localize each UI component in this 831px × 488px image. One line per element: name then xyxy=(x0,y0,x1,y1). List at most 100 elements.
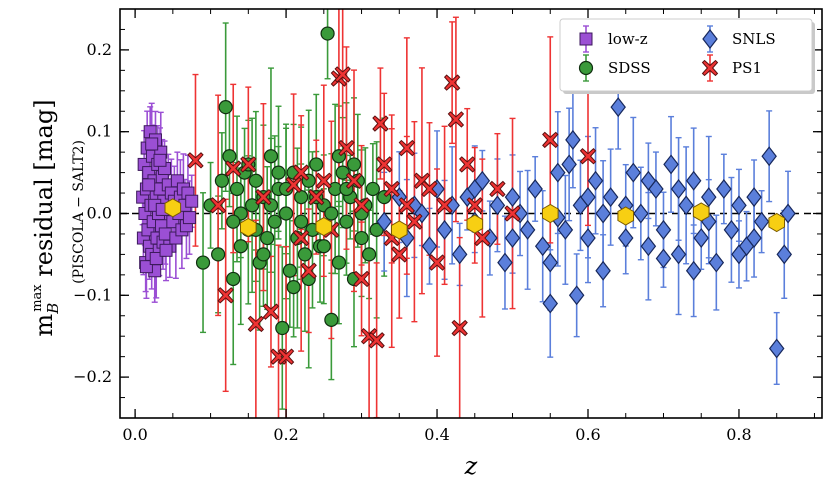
data-point xyxy=(320,26,335,41)
data-point xyxy=(670,244,687,265)
legend-label: low-z xyxy=(608,30,648,48)
data-point xyxy=(489,195,506,216)
data-point xyxy=(345,172,363,189)
data-point xyxy=(731,195,747,216)
data-point xyxy=(436,197,453,214)
data-point xyxy=(398,197,416,214)
data-point xyxy=(214,173,230,188)
data-point xyxy=(376,211,392,232)
data-point xyxy=(716,178,732,199)
data-point xyxy=(233,239,248,254)
data-point xyxy=(610,97,626,118)
data-point xyxy=(316,239,331,254)
data-point xyxy=(294,190,309,205)
data-point xyxy=(187,152,204,169)
data-point xyxy=(640,170,657,191)
legend-marker xyxy=(701,59,719,77)
data-point xyxy=(275,320,290,336)
y-tick-label: 0.2 xyxy=(87,40,112,59)
y-axis-label-symbol: m xyxy=(30,314,58,337)
frame-layer: 0.0 0.2 0.4 0.6 0.8 −0.2 −0.1 0.0 0.1 0.2 xyxy=(73,8,823,444)
data-point xyxy=(211,247,226,262)
data-point xyxy=(398,139,416,157)
x-tick-label: 0.8 xyxy=(726,425,751,444)
data-point xyxy=(324,206,339,221)
data-point xyxy=(768,212,785,233)
data-point xyxy=(267,214,282,229)
data-point xyxy=(579,148,597,165)
legend-label: PS1 xyxy=(732,59,762,77)
data-point xyxy=(731,244,747,265)
series-ps1 xyxy=(187,66,597,365)
data-point xyxy=(753,211,770,232)
data-point xyxy=(182,211,196,225)
data-point xyxy=(708,252,725,273)
data-point xyxy=(260,230,275,246)
legend-box xyxy=(559,18,813,92)
data-point xyxy=(640,236,657,257)
data-point xyxy=(421,236,438,257)
data-point xyxy=(145,137,159,151)
data-point xyxy=(292,164,310,181)
x-tick-label: 0.6 xyxy=(575,425,600,444)
data-point xyxy=(723,219,740,240)
y-tick-label: 0.0 xyxy=(87,204,112,223)
data-point xyxy=(550,162,566,183)
legend-marker xyxy=(579,32,593,46)
data-point xyxy=(248,173,263,188)
data-point xyxy=(504,205,521,222)
data-point xyxy=(466,197,483,214)
data-point xyxy=(361,247,377,262)
data-point xyxy=(692,202,710,222)
legend-marker xyxy=(702,29,718,49)
y-axis-label: mBmax residual [mag] xyxy=(30,99,62,336)
data-point xyxy=(195,255,211,270)
data-point xyxy=(153,153,167,167)
data-point xyxy=(292,229,310,247)
data-point xyxy=(391,220,408,240)
data-point xyxy=(663,154,679,175)
data-point xyxy=(159,243,173,257)
data-point xyxy=(504,228,521,249)
data-point xyxy=(354,230,369,246)
data-point xyxy=(256,247,271,262)
data-point xyxy=(324,312,339,327)
legend: low-z SDSS SNLS PS1 xyxy=(559,18,815,94)
data-point xyxy=(315,172,332,189)
data-point xyxy=(255,188,272,206)
legend-item-low-z: low-z xyxy=(579,25,648,53)
data-point xyxy=(595,260,611,281)
data-point xyxy=(335,165,350,180)
data-point xyxy=(568,285,585,306)
x-axis-label: z xyxy=(464,452,478,480)
data-point xyxy=(353,197,370,214)
data-point xyxy=(263,149,279,164)
data-point xyxy=(701,187,717,208)
data-point xyxy=(474,229,491,247)
data-point xyxy=(376,156,393,173)
data-point xyxy=(368,332,385,349)
data-point xyxy=(542,293,559,314)
data-point xyxy=(580,228,596,249)
data-point xyxy=(655,248,672,269)
data-point xyxy=(443,74,461,91)
svg-text:mBmax residual [mag]: mBmax residual [mag] xyxy=(30,99,62,336)
data-point xyxy=(185,194,199,208)
data-point xyxy=(406,213,423,230)
data-point xyxy=(209,197,227,214)
data-point xyxy=(365,181,380,197)
data-point xyxy=(142,178,156,192)
data-point xyxy=(542,131,559,149)
legend-label: SDSS xyxy=(608,59,651,77)
data-point xyxy=(331,255,347,270)
data-point xyxy=(282,263,297,278)
data-point xyxy=(746,228,762,249)
x-tick-label: 0.2 xyxy=(273,425,298,444)
data-point xyxy=(315,217,333,237)
data-point xyxy=(451,244,468,265)
x-tick-label: 0.4 xyxy=(424,425,449,444)
data-point xyxy=(670,178,687,199)
data-point xyxy=(297,247,313,262)
data-point xyxy=(519,219,536,240)
